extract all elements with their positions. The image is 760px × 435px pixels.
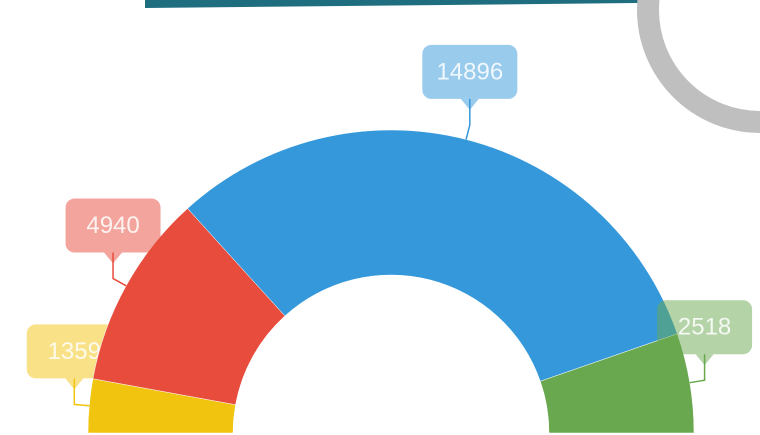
label-box: [657, 300, 753, 355]
label-pointer: [695, 354, 714, 366]
slice: [187, 129, 678, 382]
data-label: 1359: [48, 338, 101, 365]
label-pointer: [104, 252, 123, 264]
label-pointer: [65, 378, 84, 390]
decor-ring: [637, 0, 760, 133]
slice: [539, 333, 695, 434]
label-box: [65, 198, 161, 253]
top-bar: [145, 0, 640, 8]
label-pointer: [460, 98, 479, 110]
label-box: [422, 44, 518, 99]
data-label: 4940: [86, 212, 139, 239]
data-label: 14896: [436, 58, 503, 85]
data-label: 2518: [678, 314, 731, 341]
